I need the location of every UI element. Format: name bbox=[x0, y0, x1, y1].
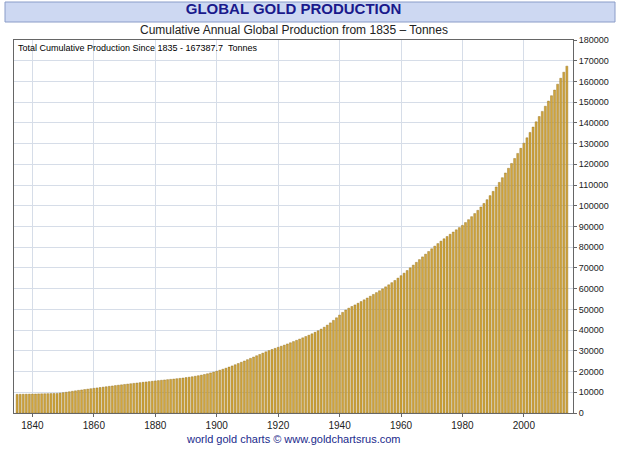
svg-text:1880: 1880 bbox=[144, 420, 167, 431]
svg-text:GLOBAL GOLD PRODUCTION: GLOBAL GOLD PRODUCTION bbox=[186, 0, 402, 17]
svg-text:150000: 150000 bbox=[579, 97, 609, 107]
svg-text:1980: 1980 bbox=[451, 420, 474, 431]
svg-text:60000: 60000 bbox=[579, 284, 604, 294]
svg-text:0: 0 bbox=[579, 408, 584, 418]
svg-text:1920: 1920 bbox=[267, 420, 290, 431]
svg-text:180000: 180000 bbox=[579, 35, 609, 45]
svg-text:110000: 110000 bbox=[579, 180, 608, 190]
svg-text:40000: 40000 bbox=[579, 325, 604, 335]
svg-text:50000: 50000 bbox=[579, 305, 604, 315]
svg-text:70000: 70000 bbox=[579, 263, 604, 273]
svg-text:20000: 20000 bbox=[579, 367, 604, 377]
svg-text:140000: 140000 bbox=[579, 118, 609, 128]
svg-text:Cumulative Annual Global Produ: Cumulative Annual Global Production from… bbox=[140, 23, 448, 37]
svg-text:130000: 130000 bbox=[579, 139, 609, 149]
svg-text:100000: 100000 bbox=[579, 201, 609, 211]
svg-text:2000: 2000 bbox=[513, 420, 536, 431]
svg-text:170000: 170000 bbox=[579, 56, 609, 66]
svg-text:1840: 1840 bbox=[21, 420, 44, 431]
svg-text:80000: 80000 bbox=[579, 242, 604, 252]
svg-text:30000: 30000 bbox=[579, 346, 604, 356]
svg-text:1940: 1940 bbox=[328, 420, 351, 431]
svg-text:120000: 120000 bbox=[579, 159, 609, 169]
svg-text:1860: 1860 bbox=[83, 420, 106, 431]
svg-text:world gold charts © www.goldch: world gold charts © www.goldchartsrus.co… bbox=[186, 433, 401, 445]
svg-text:Total Cumulative Production Si: Total Cumulative Production Since 1835 -… bbox=[18, 43, 257, 53]
svg-text:1900: 1900 bbox=[206, 420, 229, 431]
svg-text:10000: 10000 bbox=[579, 387, 604, 397]
svg-text:90000: 90000 bbox=[579, 222, 604, 232]
svg-text:160000: 160000 bbox=[579, 77, 609, 87]
svg-text:1960: 1960 bbox=[390, 420, 413, 431]
